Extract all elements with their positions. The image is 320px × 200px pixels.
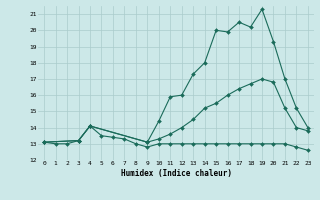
X-axis label: Humidex (Indice chaleur): Humidex (Indice chaleur) <box>121 169 231 178</box>
